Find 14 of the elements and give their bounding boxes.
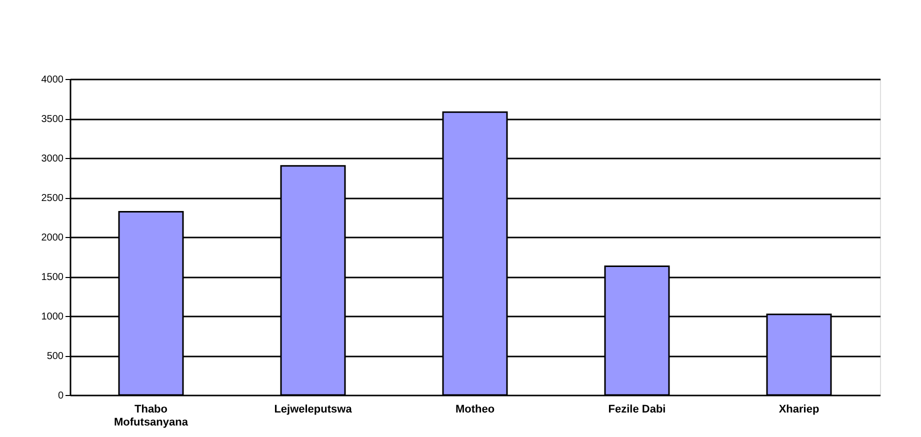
y-tick-label: 2000 — [41, 232, 64, 244]
y-tick-label: 0 — [58, 390, 64, 402]
y-tick-label: 3000 — [41, 154, 64, 164]
x-tick-label: Motheo — [455, 404, 495, 416]
y-tick-label: 4000 — [41, 74, 64, 86]
x-tick-label: Lejweleputswa — [274, 404, 353, 416]
x-tick-label: Xhariep — [778, 404, 820, 416]
y-tick-label: 2500 — [41, 193, 64, 204]
y-tick-label: 1000 — [41, 312, 64, 322]
y-tick-label: 500 — [46, 351, 64, 362]
y-tick-label: 1500 — [41, 272, 64, 283]
y-tick-label: 3500 — [41, 114, 64, 125]
x-tick-label: Fezile Dabi — [608, 404, 666, 416]
x-tick-label: Thabo Mofutsanyana — [114, 404, 189, 428]
